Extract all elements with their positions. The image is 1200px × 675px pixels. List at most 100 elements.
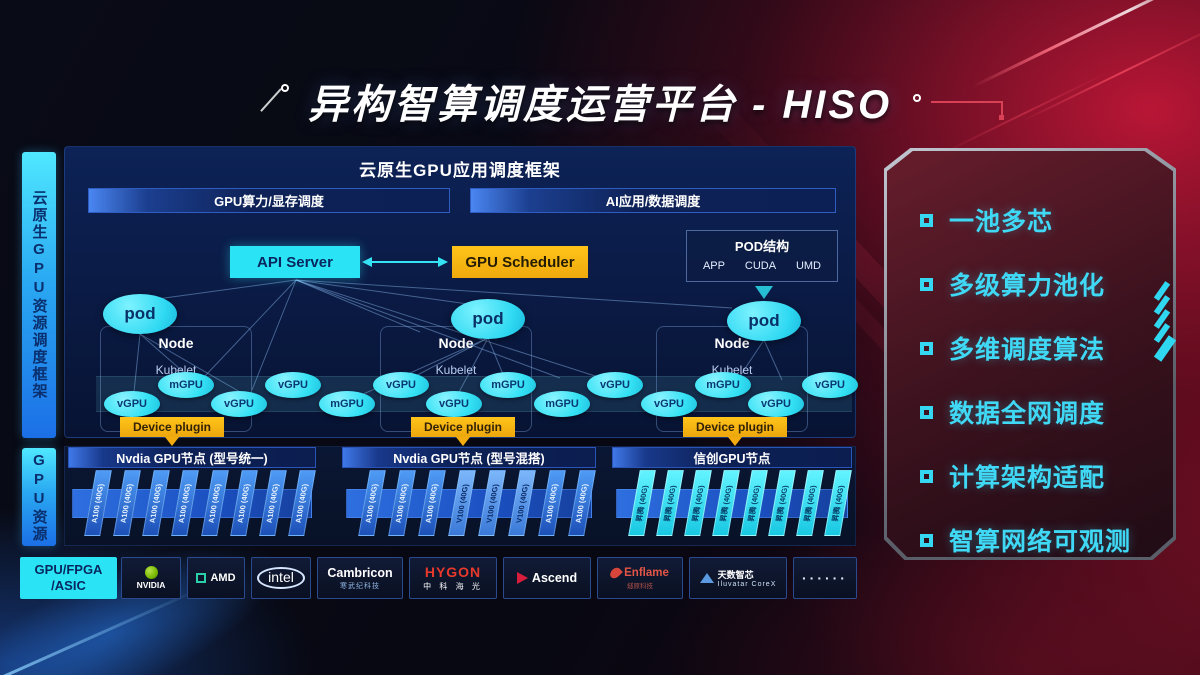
gpu-group-header-xinchuang: 信创GPU节点: [612, 447, 852, 468]
pod-structure-item: UMD: [795, 260, 822, 272]
node-label: Node: [158, 335, 194, 351]
framework-heading: 云原生GPU应用调度框架: [359, 161, 561, 180]
feature-bullet-icon: [920, 341, 933, 355]
hardware-label-line1: GPU/FPGA: [34, 561, 103, 577]
vendor-subname: Iluvatar CoreX: [717, 581, 777, 588]
gpu-group-header-mixed: Nvdia GPU节点 (型号混搭): [342, 447, 596, 468]
vgpu-ellipse: vGPU: [802, 372, 858, 398]
vendor-name: Cambricon: [327, 565, 393, 580]
feature-bullet-icon: [920, 213, 933, 227]
vendor-nvidia: NVIDIA: [121, 557, 181, 599]
pod-structure-arrow-icon: [755, 286, 773, 299]
gpu-group-header-uniform: Nvdia GPU节点 (型号统一): [68, 447, 316, 468]
api-server-box: API Server: [230, 246, 360, 278]
device-plugin-box: Device plugin: [683, 417, 787, 446]
ascend-flag-icon: [516, 572, 528, 584]
feature-label: 多级算力池化: [949, 272, 1106, 300]
vendor-logo: AMD: [196, 572, 236, 584]
kubelet-label: Kubelet: [435, 363, 477, 377]
node-label: Node: [438, 335, 474, 351]
vendor-name: Ascend: [531, 571, 578, 585]
feature-bullet-icon: [920, 533, 933, 547]
circuit-line-decor: [1001, 101, 1003, 115]
vendor-dots: ······: [793, 557, 857, 599]
device-plugin-box: Device plugin: [120, 417, 224, 446]
feature-label: 计算架构适配: [949, 464, 1106, 492]
vendor-ascend: Ascend: [503, 557, 591, 599]
vgpu-ellipse: vGPU: [587, 372, 643, 398]
vendor-logo-row: NVIDIA AMD intel Cambricon 寒武纪科技 HYGON 中 科 海 光…: [121, 557, 857, 599]
vgpu-ellipse: vGPU: [748, 391, 804, 417]
pod-ellipse: pod: [451, 299, 525, 339]
feature-bullet-icon: [920, 405, 933, 419]
gpu-scheduler-box: GPU Scheduler: [452, 246, 588, 278]
vgpu-ellipse: vGPU: [265, 372, 321, 398]
hardware-label-line2: /ASIC: [51, 578, 86, 593]
pod-ellipse: pod: [103, 294, 177, 334]
vendor-name: HYGON: [424, 564, 482, 580]
vendor-name: AMD: [210, 572, 236, 584]
feature-panel: 一池多芯多级算力池化 多维调度算法 数据全网调度 计算架构适配 智算网络可观测: [884, 148, 1176, 560]
vendor-logo: 天数智芯 Iluvatar CoreX: [699, 568, 777, 588]
vendor-logo: Ascend: [516, 571, 578, 585]
bar-gpu-compute-scheduling: GPU算力/显存调度: [88, 188, 450, 213]
feature-item: 数据全网调度: [920, 380, 1131, 444]
circuit-dot-decor: [999, 115, 1004, 120]
feature-item: 计算架构适配: [920, 444, 1131, 508]
vgpu-ellipse: vGPU: [426, 391, 482, 417]
enflame-flame-icon: [608, 565, 624, 580]
vendor-subname: 寒武纪科技: [340, 582, 380, 590]
feature-bullet-icon: [920, 277, 933, 291]
feature-item: 一池多芯: [920, 188, 1131, 252]
vendor-name: 天数智芯: [717, 570, 754, 580]
mgpu-ellipse: mGPU: [158, 372, 214, 398]
feature-item: 多级算力池化: [920, 252, 1131, 316]
vendor-subname: 燧原科技: [627, 582, 653, 590]
feature-panel-fill: [887, 151, 1173, 557]
bar-ai-data-scheduling: AI应用/数据调度: [470, 188, 836, 213]
vendor-iluvatar: 天数智芯 Iluvatar CoreX: [689, 557, 787, 599]
node-label: Node: [714, 335, 750, 351]
feature-item: 智算网络可观测: [920, 508, 1131, 572]
feature-label: 一池多芯: [949, 208, 1054, 236]
pod-ellipse: pod: [727, 301, 801, 341]
circuit-line-decor: [931, 101, 1003, 103]
vendor-cambricon: Cambricon 寒武纪科技: [317, 557, 403, 599]
rail-scheduling-framework: 云原生GPU资源调度框架: [22, 152, 56, 438]
vendor-amd: AMD: [187, 557, 245, 599]
mgpu-ellipse: mGPU: [534, 391, 590, 417]
feature-bullet-icon: [920, 469, 933, 483]
vgpu-ellipse: vGPU: [641, 391, 697, 417]
feature-item: 多维调度算法: [920, 316, 1131, 380]
feature-label: 数据全网调度: [949, 400, 1106, 428]
blue-glow-decor: [0, 587, 202, 675]
vendor-hygon: HYGON 中 科 海 光: [409, 557, 497, 599]
vendor-enflame: Enflame 燧原科技: [597, 557, 683, 599]
feature-list: 一池多芯多级算力池化 多维调度算法 数据全网调度 计算架构适配 智算网络可观测: [920, 188, 1131, 572]
pod-structure-item: CUDA: [744, 260, 777, 272]
vendor-intel: intel: [251, 557, 311, 599]
iluvatar-triangle-icon: [699, 573, 714, 583]
mgpu-ellipse: mGPU: [480, 372, 536, 398]
vendor-name: NVIDIA: [136, 580, 166, 590]
vendor-more-dots: ······: [802, 570, 848, 586]
vgpu-ellipse: vGPU: [104, 391, 160, 417]
hardware-types-label: GPU/FPGA /ASIC: [20, 557, 117, 599]
vgpu-ellipse: vGPU: [373, 372, 429, 398]
vendor-logo: Enflame: [608, 565, 669, 580]
vendor-name: intel: [257, 567, 305, 589]
nvidia-eye-icon: [144, 566, 158, 579]
feature-label: 智算网络可观测: [949, 528, 1132, 556]
amd-square-icon: [196, 573, 207, 583]
title-node-dot-icon: [913, 94, 921, 102]
pod-structure-box: POD结构 APP CUDA UMD: [686, 230, 838, 282]
feature-label: 多维调度算法: [949, 336, 1106, 364]
vendor-text: 天数智芯 Iluvatar CoreX: [718, 568, 777, 588]
mgpu-ellipse: mGPU: [319, 391, 375, 417]
pod-structure-title: POD结构: [734, 239, 790, 254]
device-plugin-box: Device plugin: [411, 417, 515, 446]
rail-gpu-resources: GPU资源: [22, 448, 56, 546]
vendor-subname: 中 科 海 光: [423, 582, 483, 591]
vgpu-ellipse: vGPU: [211, 391, 267, 417]
